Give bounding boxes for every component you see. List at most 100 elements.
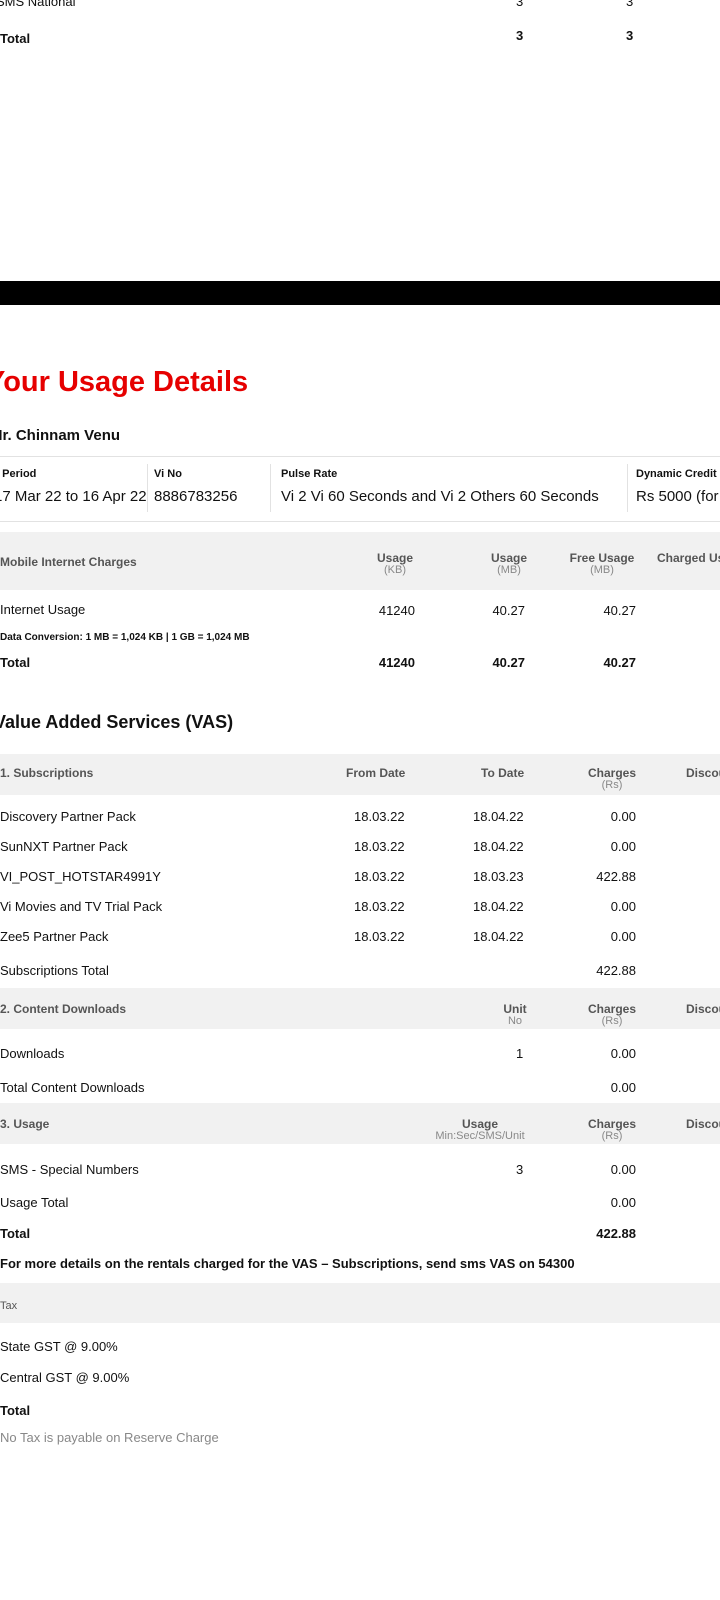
downloads-unit: 1: [516, 1046, 524, 1061]
downloads-charges: 0.00: [610, 1046, 636, 1061]
internet-usage-kb: 41240: [378, 603, 415, 618]
col-label: Usage: [376, 551, 414, 565]
content-total-value: 0.00: [610, 1080, 636, 1095]
subscription-name: Discovery Partner Pack: [0, 809, 136, 824]
subscription-to: 18.03.23: [473, 869, 524, 884]
vas-info-note: For more details on the rentals charged …: [0, 1256, 575, 1271]
col-unit: (Rs): [601, 1015, 623, 1027]
vi-no-label: Vi No: [154, 468, 182, 480]
subscription-from: 18.03.22: [354, 929, 405, 944]
sms-special-label: SMS - Special Numbers: [0, 1162, 139, 1177]
internet-usage-mb: 40.27: [492, 603, 525, 618]
subscription-charges: 422.88: [596, 869, 636, 884]
content-header-band: [0, 988, 720, 1029]
vas-total-value: 422.88: [596, 1226, 636, 1241]
content-total-label: Total Content Downloads: [0, 1080, 145, 1095]
subscription-from: 18.03.22: [354, 899, 405, 914]
info-divider: [627, 464, 628, 512]
sgst-label: State GST @ 9.00%: [0, 1339, 118, 1354]
tax-header: Tax: [0, 1300, 18, 1312]
info-divider: [147, 464, 148, 512]
col-unit: (KB): [384, 564, 406, 576]
col-unit: (MB): [497, 564, 521, 576]
bill-period-label: Bill Period: [0, 468, 37, 480]
to-date-header: To Date: [481, 766, 525, 780]
internet-col-free: Free Usage (MB): [562, 551, 642, 576]
usage-discount-header: Discount: [686, 1117, 720, 1131]
subscription-name: Zee5 Partner Pack: [0, 929, 109, 944]
subscription-to: 18.04.22: [473, 929, 524, 944]
usage-total-value: 0.00: [610, 1195, 636, 1210]
pulse-rate-label: Pulse Rate: [281, 468, 338, 480]
usage-charges-header: Charges (Rs): [572, 1117, 652, 1142]
charges-header: Charges (Rs): [572, 766, 652, 791]
summary-total-value-1: 3: [516, 28, 524, 43]
page-break-bar: [0, 281, 720, 305]
tax-note: No Tax is payable on Reserve Charge: [0, 1430, 219, 1445]
subscriptions-header-band: [0, 754, 720, 795]
tax-total-label: Total: [0, 1403, 31, 1418]
summary-total-value-2: 3: [626, 28, 634, 43]
customer-name: Mr. Chinnam Venu: [0, 427, 121, 444]
internet-col-mb: Usage (MB): [469, 551, 549, 576]
subscription-charges: 0.00: [610, 809, 636, 824]
internet-usage-label: Internet Usage: [0, 602, 86, 617]
col-unit: Min:Sec/SMS/Unit: [435, 1130, 525, 1142]
vas-title: Value Added Services (VAS): [0, 712, 234, 732]
sms-national-value-2: 3: [626, 0, 634, 9]
sms-special-usage: 3: [516, 1162, 524, 1177]
credit-limit-value: Rs 5000 (for: [636, 488, 719, 505]
summary-total-label: Total: [0, 31, 31, 46]
subscription-from: 18.03.22: [354, 839, 405, 854]
col-unit: (MB): [590, 564, 614, 576]
info-bottom-rule: [0, 521, 720, 522]
content-charges-header: Charges (Rs): [572, 1002, 652, 1027]
subscription-charges: 0.00: [610, 899, 636, 914]
sms-national-label: SMS National: [0, 0, 76, 9]
internet-total-mb: 40.27: [492, 655, 525, 670]
subscription-to: 18.04.22: [473, 899, 524, 914]
data-conversion-note: Data Conversion: 1 MB = 1,024 KB | 1 GB …: [0, 632, 250, 643]
subscription-from: 18.03.22: [354, 809, 405, 824]
internet-header: Mobile Internet Charges: [0, 555, 137, 569]
subscription-from: 18.03.22: [354, 869, 405, 884]
internet-total-free: 40.27: [603, 655, 636, 670]
sms-national-value-1: 3: [516, 0, 524, 9]
subscription-charges: 0.00: [610, 839, 636, 854]
internet-total-label: Total: [0, 655, 31, 670]
col-unit: No: [507, 1015, 523, 1027]
subscriptions-total-value: 422.88: [596, 963, 636, 978]
pulse-rate-value: Vi 2 Vi 60 Seconds and Vi 2 Others 60 Se…: [281, 488, 599, 505]
sms-special-charges: 0.00: [610, 1162, 636, 1177]
col-label: Charges: [587, 766, 637, 780]
subscription-name: VI_POST_HOTSTAR4991Y: [0, 869, 161, 884]
subscription-name: Vi Movies and TV Trial Pack: [0, 899, 163, 914]
downloads-label: Downloads: [0, 1046, 65, 1061]
internet-total-kb: 41240: [378, 655, 415, 670]
col-label: Usage: [490, 551, 528, 565]
vi-no-value: 8886783256: [154, 488, 238, 505]
subscriptions-header: 1. Subscriptions: [0, 766, 94, 780]
col-label: Charges: [587, 1117, 637, 1131]
subscription-name: SunNXT Partner Pack: [0, 839, 128, 854]
info-divider: [270, 464, 271, 512]
col-label: Unit: [503, 1002, 527, 1016]
content-downloads-header: 2. Content Downloads: [0, 1002, 126, 1016]
col-unit: (Rs): [601, 779, 623, 791]
col-label: Charges: [587, 1002, 637, 1016]
bill-period-value: 17 Mar 22 to 16 Apr 22: [0, 488, 147, 505]
credit-limit-label: Dynamic Credit Limit: [636, 468, 720, 480]
internet-header-band: [0, 532, 720, 590]
usage-header-band: [0, 1103, 720, 1144]
subscription-charges: 0.00: [610, 929, 636, 944]
section-title: Your Usage Details: [0, 366, 249, 398]
col-unit: (Rs): [601, 1130, 623, 1142]
from-date-header: From Date: [346, 766, 406, 780]
discount-header: Discount: [686, 766, 720, 780]
internet-col-charged: Charged Usage: [657, 551, 720, 565]
usage-total-label: Usage Total: [0, 1195, 69, 1210]
tax-header-band: [0, 1283, 720, 1323]
col-label: Usage: [461, 1117, 499, 1131]
info-top-rule: [0, 456, 720, 457]
cgst-label: Central GST @ 9.00%: [0, 1370, 130, 1385]
